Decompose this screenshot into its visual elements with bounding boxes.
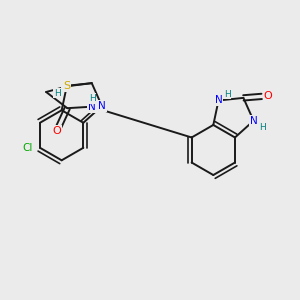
Text: H: H	[89, 94, 95, 103]
Text: N: N	[98, 101, 106, 111]
Text: O: O	[264, 92, 272, 101]
Text: H: H	[224, 89, 231, 98]
Text: O: O	[52, 126, 62, 136]
Text: N: N	[88, 102, 96, 112]
Text: Cl: Cl	[22, 143, 33, 153]
Text: N: N	[214, 95, 222, 106]
Text: N: N	[61, 81, 69, 91]
Text: H: H	[259, 123, 266, 132]
Text: N: N	[250, 116, 257, 126]
Text: S: S	[63, 81, 70, 91]
Text: H: H	[54, 88, 61, 98]
